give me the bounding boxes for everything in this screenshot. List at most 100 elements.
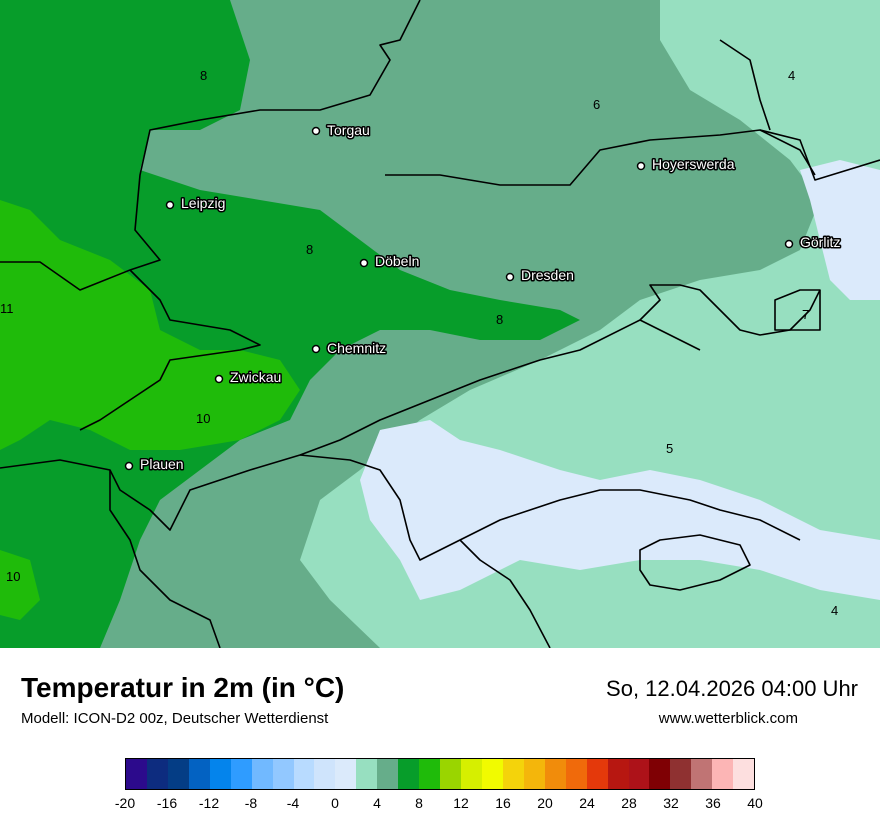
colorbar-swatch — [398, 759, 420, 789]
district-border — [639, 534, 751, 591]
colorbar-swatch — [440, 759, 461, 789]
isoline-label: 5 — [666, 441, 673, 456]
district-border — [759, 129, 880, 181]
colorbar-tick-label: -12 — [198, 795, 220, 811]
city-torgau[interactable]: Torgau — [311, 121, 371, 140]
city-dot — [636, 161, 646, 171]
city-label: Chemnitz — [327, 340, 386, 356]
city-label: Döbeln — [375, 253, 419, 269]
colorbar-tick-label: 20 — [537, 795, 553, 811]
state-borders — [0, 0, 880, 648]
colorbar-tick-label: 40 — [747, 795, 763, 811]
city-label: Hoyerswerda — [652, 156, 735, 172]
saxony-border — [385, 129, 816, 186]
city-label: Torgau — [327, 122, 370, 138]
city-dot — [784, 239, 794, 249]
city-leipzig[interactable]: Leipzig — [165, 194, 227, 213]
temperature-field-10-12 — [0, 550, 40, 620]
colorbar-swatch — [377, 759, 399, 789]
district-border — [774, 289, 821, 331]
isoline-label: 8 — [200, 68, 207, 83]
colorbar-swatch — [670, 759, 692, 789]
colorbar-swatch — [146, 759, 168, 789]
saxony-border — [0, 284, 821, 531]
colorbar-tick-label: 24 — [579, 795, 595, 811]
city-dot — [311, 126, 321, 136]
colorbar-swatch — [649, 759, 671, 789]
colorbar-swatch — [607, 759, 629, 789]
colorbar-swatch — [335, 759, 357, 789]
colorbar-ticks: -20 -16 -12 -8 -4 0 4 8 12 16 20 24 28 32 36 40 — [115, 795, 763, 813]
isoline-label: 4 — [788, 68, 795, 83]
district-border — [459, 539, 551, 648]
temperature-field-2-4 — [360, 420, 880, 600]
city-dresden[interactable]: Dresden — [505, 266, 575, 285]
czech-border — [639, 319, 701, 351]
city-label: Leipzig — [181, 195, 225, 211]
city-goerlitz[interactable]: Görlitz — [784, 233, 842, 252]
city-dot — [214, 374, 224, 384]
city-markers: Torgau Hoyerswerda Leipzig Görlitz Döbel… — [124, 121, 842, 474]
colorbar-swatch — [712, 759, 734, 789]
valid-datetime: So, 12.04.2026 04:00 Uhr — [606, 676, 858, 701]
colorbar-swatch — [691, 759, 713, 789]
colorbar-tick-label: -20 — [114, 795, 136, 811]
colorbar-swatch — [523, 759, 545, 789]
isoline-label: 11 — [0, 301, 14, 316]
map-footer: Temperatur in 2m (in °C) Modell: ICON-D2… — [0, 648, 880, 830]
isoline-label: 6 — [593, 97, 600, 112]
website-label: www.wetterblick.com — [658, 710, 798, 727]
colorbar-tick-label: 28 — [621, 795, 637, 811]
temperature-field-10-12 — [0, 200, 300, 450]
isoline-label: 10 — [196, 411, 210, 426]
colorbar-tick-label: 36 — [705, 795, 721, 811]
temperature-colorbar — [125, 758, 755, 790]
colorbar-tick-label: -16 — [156, 795, 178, 811]
city-label: Zwickau — [230, 369, 281, 385]
district-border — [299, 454, 801, 561]
colorbar-swatch — [209, 759, 231, 789]
saxony-border — [0, 0, 421, 291]
colorbar-swatch — [502, 759, 524, 789]
city-doebeln[interactable]: Döbeln — [359, 252, 421, 271]
city-label: Görlitz — [800, 234, 840, 250]
city-hoyerswerda[interactable]: Hoyerswerda — [636, 155, 736, 174]
colorbar-tick-label: -4 — [286, 795, 300, 811]
model-info: Modell: ICON-D2 00z, Deutscher Wetterdie… — [21, 710, 329, 727]
colorbar-tick-label: 16 — [495, 795, 511, 811]
colorbar-swatch — [167, 759, 189, 789]
colorbar-swatch — [544, 759, 566, 789]
colorbar-tick-label: 0 — [331, 795, 339, 811]
temperature-map[interactable]: Torgau Hoyerswerda Leipzig Görlitz Döbel… — [0, 0, 880, 648]
colorbar-swatch — [293, 759, 315, 789]
colorbar-tick-label: 12 — [453, 795, 469, 811]
colorbar-swatch — [481, 759, 503, 789]
colorbar-swatch — [126, 759, 147, 789]
isoline-label: 8 — [306, 242, 313, 257]
colorbar-tick-label: 32 — [663, 795, 679, 811]
district-border — [79, 269, 261, 431]
city-plauen[interactable]: Plauen — [124, 455, 185, 474]
temperature-field-8-10 — [0, 0, 580, 648]
colorbar-tick-label: 8 — [415, 795, 423, 811]
colorbar-swatch — [188, 759, 210, 789]
city-dot — [359, 258, 369, 268]
colorbar-swatch — [356, 759, 378, 789]
colorbar-swatch — [733, 759, 755, 789]
district-border — [109, 470, 221, 648]
colorbar-swatch — [565, 759, 587, 789]
city-zwickau[interactable]: Zwickau — [214, 368, 283, 387]
colorbar-swatch — [419, 759, 441, 789]
colorbar-swatch — [251, 759, 273, 789]
city-label: Dresden — [521, 267, 574, 283]
colorbar-swatch — [628, 759, 650, 789]
isoline-label: 8 — [496, 312, 503, 327]
colorbar-swatch — [230, 759, 252, 789]
colorbar-swatch — [272, 759, 294, 789]
isoline-labels: 8 4 6 8 11 8 7 10 5 10 4 — [0, 68, 838, 618]
colorbar-swatch — [314, 759, 336, 789]
temperature-field-2-4 — [800, 160, 880, 300]
city-dot — [165, 200, 175, 210]
isoline-label: 4 — [831, 603, 838, 618]
city-chemnitz[interactable]: Chemnitz — [311, 339, 388, 358]
